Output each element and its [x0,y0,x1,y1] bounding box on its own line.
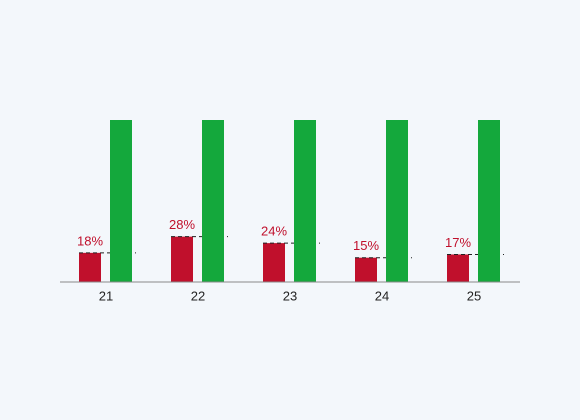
bar [386,120,408,282]
bar [202,120,224,282]
value-label: 15% [353,238,379,253]
value-label: 18% [77,233,103,248]
value-label: 17% [445,235,471,250]
bar [294,120,316,282]
bar [171,236,193,282]
bar [447,254,469,282]
bar [110,120,132,282]
x-tick-label: 21 [99,288,113,303]
bar [478,120,500,282]
bar [79,252,101,282]
bar [263,243,285,282]
x-tick-label: 23 [283,288,297,303]
x-tick-label: 24 [375,288,389,303]
value-label: 24% [261,224,287,239]
x-tick-label: 25 [467,288,481,303]
x-tick-label: 22 [191,288,205,303]
bar [355,257,377,282]
value-label: 28% [169,217,195,232]
